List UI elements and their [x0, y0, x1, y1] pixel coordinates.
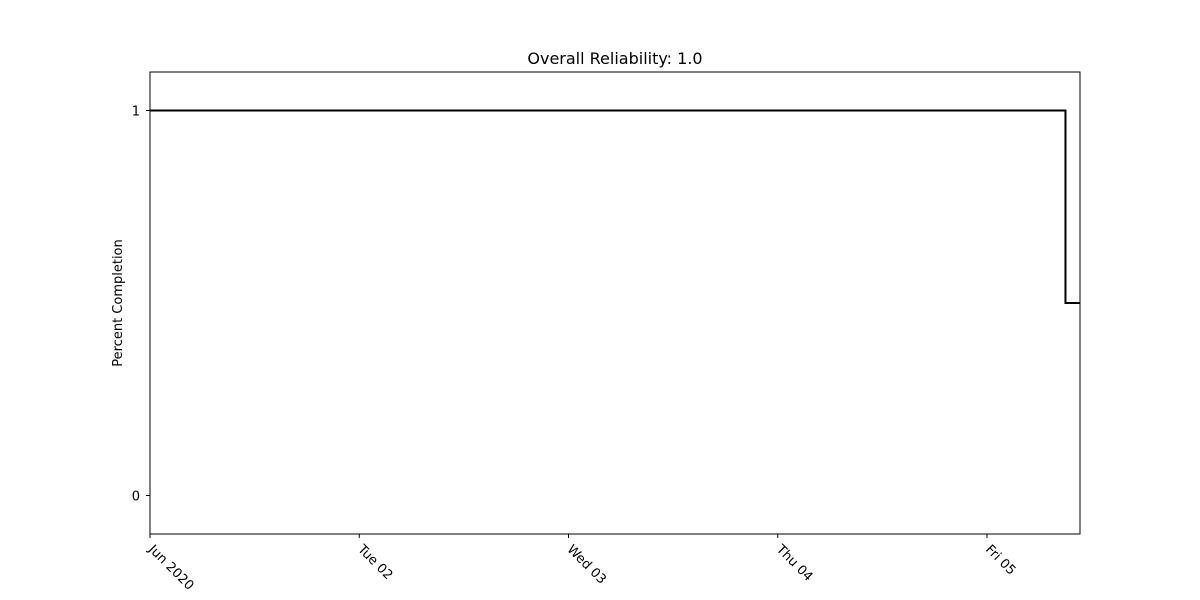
y-tick-label: 1 [132, 105, 140, 120]
chart-title: Overall Reliability: 1.0 [527, 49, 702, 68]
x-tick-label: Fri 05 [982, 542, 1018, 578]
x-tick-label: Thu 04 [772, 542, 815, 585]
y-tick-label: 0 [132, 490, 140, 505]
x-tick-label: Jun 2020 [144, 542, 196, 594]
y-axis-label: Percent Completion [111, 239, 126, 367]
x-tick-label: Tue 02 [354, 542, 396, 584]
x-tick-label: Wed 03 [564, 542, 609, 587]
x-axis-ticks: Jun 2020 Tue 02 Wed 03 Thu 04 Fri 05 [144, 534, 1018, 594]
y-axis-ticks: 01 [132, 105, 150, 505]
plot-frame [149, 71, 1081, 535]
plot-area [149, 71, 1081, 535]
series-line-0 [150, 109, 1080, 304]
series-layer [150, 109, 1080, 304]
